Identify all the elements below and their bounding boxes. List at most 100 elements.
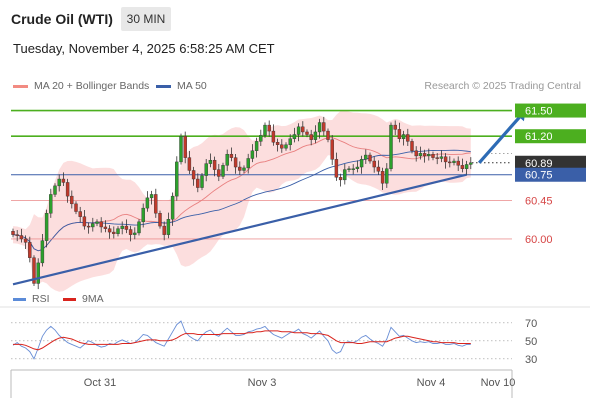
x-tick-label: Nov 10 xyxy=(481,377,516,389)
candle-bull xyxy=(469,162,473,165)
candle-bull xyxy=(292,134,297,139)
candle-bull xyxy=(343,169,347,181)
candle-bear xyxy=(61,178,66,183)
candle-bear xyxy=(305,131,309,135)
candle-bear xyxy=(191,170,196,180)
support-trendline xyxy=(12,173,467,286)
candle-bear xyxy=(435,157,439,159)
candle-bear xyxy=(460,165,465,169)
candle-bear xyxy=(393,124,397,130)
candle-bull xyxy=(200,175,204,188)
candle-bull xyxy=(284,144,288,149)
rsi-tick-label: 50 xyxy=(525,336,537,348)
candle-bull xyxy=(36,262,40,284)
x-tick-label: Nov 3 xyxy=(248,377,277,389)
candle-bear xyxy=(233,157,238,168)
candle-bull xyxy=(418,153,423,157)
candle-bear xyxy=(309,134,313,140)
legend-label-rsi: RSI xyxy=(32,293,50,305)
candle-bear xyxy=(301,126,305,133)
legend-rsi-ma: 9MA xyxy=(63,293,104,305)
candle-bear xyxy=(326,130,330,140)
candle-bull xyxy=(141,207,145,223)
candle-bear xyxy=(271,130,276,143)
candle-bear xyxy=(431,153,435,158)
candle-bear xyxy=(414,150,418,157)
credit-text: Research © 2025 Trading Central xyxy=(424,80,581,92)
candle-bull xyxy=(317,122,322,133)
candle-bull xyxy=(175,161,179,197)
candle-bull xyxy=(145,197,150,209)
candle-bear xyxy=(15,234,19,236)
candle-bull xyxy=(166,219,171,235)
candle-bear xyxy=(32,257,36,284)
candle-bear xyxy=(99,221,103,228)
candle-bull xyxy=(221,165,225,177)
legend-swatch-rsi xyxy=(13,297,26,301)
candle-bear xyxy=(112,231,116,234)
candle-bear xyxy=(19,235,24,240)
candle-bull xyxy=(120,225,124,229)
candle-bear xyxy=(456,160,460,166)
candle-bear xyxy=(23,238,28,243)
candle-bear xyxy=(158,213,162,227)
candle-bear xyxy=(443,156,448,163)
candle-bull xyxy=(288,138,292,145)
candle-bull xyxy=(355,166,360,169)
candle-bull xyxy=(44,213,49,241)
legend-label-bollinger: MA 20 + Bollinger Bands xyxy=(34,80,150,92)
candle-bull xyxy=(137,221,141,234)
legend-label-rsi-ma: 9MA xyxy=(82,293,104,305)
candle-bull xyxy=(452,160,456,163)
candle-bull xyxy=(179,136,183,163)
candle-bear xyxy=(65,182,70,197)
candle-bull xyxy=(133,232,137,235)
forecast-arrow-shaft xyxy=(478,116,521,164)
instrument-title: Crude Oil (WTI) xyxy=(11,11,113,27)
candle-bear xyxy=(74,203,78,212)
candle-bull xyxy=(225,153,229,166)
candle-bull xyxy=(347,168,351,170)
candle-bull xyxy=(208,159,213,164)
x-tick-label: Nov 4 xyxy=(417,377,446,389)
pivot-label: 60.45 xyxy=(525,195,553,207)
candle-bear xyxy=(280,144,284,149)
candle-bull xyxy=(246,158,250,169)
resistance-label: 61.20 xyxy=(525,131,553,143)
candle-bear xyxy=(322,122,326,132)
resistance-label: 61.50 xyxy=(525,106,553,118)
candles xyxy=(11,116,473,290)
legend-swatch-ma50 xyxy=(156,84,171,88)
candle-bull xyxy=(401,134,406,139)
candle-bull xyxy=(385,168,389,184)
candle-bull xyxy=(254,141,259,151)
candle-bear xyxy=(183,136,187,158)
rsi-panel: 70 50 30 xyxy=(11,318,537,366)
candle-bull xyxy=(204,163,208,176)
candle-bull xyxy=(364,154,368,160)
legend-label-ma50: MA 50 xyxy=(177,80,207,92)
candle-bear xyxy=(217,169,221,177)
candle-bear xyxy=(368,154,372,162)
chart-header: Crude Oil (WTI) 30 MIN xyxy=(0,0,590,38)
candle-bear xyxy=(187,157,192,171)
candle-bear xyxy=(338,177,343,181)
current-price-label: 60.89 xyxy=(525,158,553,170)
candle-bull xyxy=(57,178,61,187)
candle-bear xyxy=(103,226,108,229)
candle-bear xyxy=(154,194,158,214)
candle-bull xyxy=(259,135,263,142)
candle-bull xyxy=(359,159,364,168)
candle-bear xyxy=(406,134,410,142)
rsi-line xyxy=(12,320,471,360)
interval-button[interactable]: 30 MIN xyxy=(121,7,171,31)
x-tick-label: Oct 31 xyxy=(84,377,116,389)
candle-bull xyxy=(91,223,95,228)
ma50-line xyxy=(12,149,471,252)
timestamp: Tuesday, November 4, 2025 6:58:25 AM CET xyxy=(13,41,275,56)
legend-ma50: MA 50 xyxy=(156,80,207,92)
candle-bear xyxy=(372,160,376,168)
candle-bull xyxy=(49,194,53,214)
candle-bull xyxy=(250,150,255,159)
